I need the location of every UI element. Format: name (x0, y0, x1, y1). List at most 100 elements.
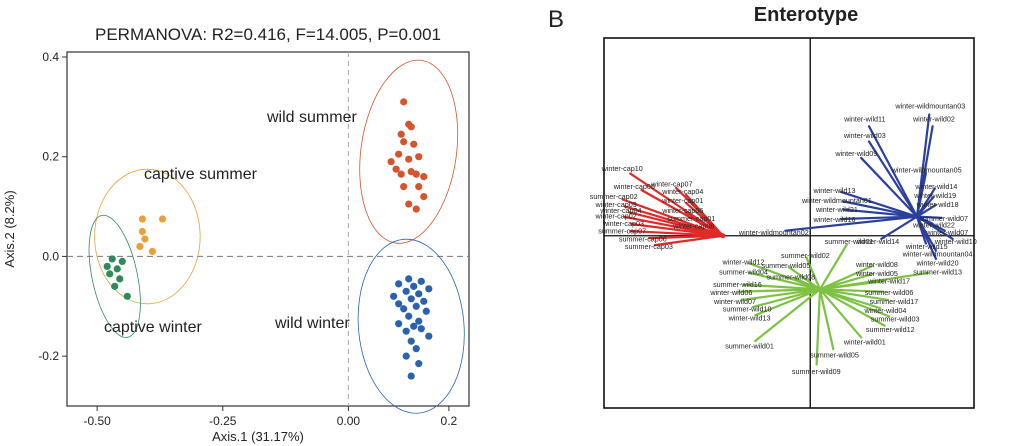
sample-label: winter-wild04 (863, 306, 906, 315)
spoke-blue (915, 215, 943, 219)
sample-label: summer-cap01 (667, 214, 715, 223)
centroid-blue (914, 214, 920, 220)
point-wild-winter (415, 317, 423, 325)
panel-a-y-axis-label: Axis.2 (8.2%) (2, 190, 17, 267)
point-wild-winter (402, 352, 410, 360)
point-captive-summer (136, 242, 144, 251)
point-captive-winter (106, 270, 114, 278)
point-wild-summer (410, 140, 418, 148)
spoke-green (740, 288, 822, 302)
sample-label: winter-wild18 (916, 200, 959, 209)
sample-label: winter-wild08 (855, 260, 898, 269)
x-tick-label: 0.00 (337, 414, 361, 428)
panel-b-plot-frame (603, 37, 975, 409)
panel-b-spokes (621, 113, 954, 366)
spoke-blue (842, 208, 919, 218)
point-wild-summer (392, 165, 400, 173)
point-captive-winter (116, 275, 124, 283)
spoke-blue (915, 195, 935, 218)
point-captive-summer (158, 215, 167, 223)
sample-label: winter-cap09 (595, 200, 637, 209)
panel-a-title: PERMANOVA: R2=0.416, F=14.005, P=0.001 (95, 25, 441, 44)
point-wild-winter (425, 285, 433, 293)
point-wild-winter (425, 332, 433, 340)
spoke-green (815, 288, 822, 366)
sample-label: winter-wildmountan05 (891, 165, 962, 174)
sample-label: summer-wild17 (870, 297, 919, 306)
sample-label: winter-wild06 (709, 288, 752, 297)
spoke-green (805, 256, 822, 291)
sample-label: winter-wild10 (934, 237, 977, 246)
sample-label: winter-cap04 (661, 187, 703, 196)
spoke-red (684, 201, 724, 237)
point-captive-winter (123, 292, 131, 300)
point-captive-winter (108, 255, 116, 263)
point-wild-winter (422, 307, 430, 315)
sample-label: summer-wild06 (865, 288, 914, 297)
point-wild-winter (395, 280, 403, 288)
label-captive-summer: captive summer (144, 166, 258, 183)
sample-label: winter-cap01 (661, 196, 703, 205)
spoke-red (648, 234, 724, 240)
sample-label: winter-cap05 (613, 182, 655, 191)
panel-b-title: Enterotype (754, 4, 858, 26)
spoke-red (629, 229, 724, 237)
point-captive-summer (148, 247, 157, 256)
label-wild-summer: wild summer (266, 109, 357, 126)
point-captive-summer (141, 235, 149, 243)
point-wild-winter (402, 327, 410, 335)
sample-label: summer-wild01 (825, 237, 874, 246)
point-wild-winter (407, 337, 415, 345)
label-captive-winter: captive winter (104, 319, 202, 336)
spoke-green (751, 288, 822, 309)
spoke-green (818, 288, 890, 302)
panel-a-reference-lines (67, 52, 469, 406)
label-wild-winter: wild winter (274, 315, 350, 332)
sample-label: winter-wild13 (813, 186, 856, 195)
spoke-blue (842, 200, 919, 218)
sample-label: summer-wild07 (919, 214, 968, 223)
point-wild-summer (415, 183, 423, 191)
point-wild-summer (400, 183, 408, 191)
spoke-green (748, 271, 822, 291)
y-tick-label: 0.4 (42, 50, 59, 64)
point-wild-winter (420, 297, 428, 305)
point-wild-winter (405, 275, 413, 283)
ellipse-wild-winter (357, 238, 465, 414)
panel-a-plot-frame (66, 51, 470, 407)
sample-label: winter-wild05 (855, 269, 898, 278)
spoke-green (818, 272, 874, 291)
y-tick-label: 0.0 (42, 249, 59, 263)
point-wild-winter (415, 360, 423, 368)
point-wild-summer (397, 170, 405, 178)
point-wild-winter (417, 325, 425, 333)
sample-label: winter-wild20 (916, 259, 959, 268)
spoke-green (818, 288, 891, 318)
spoke-green (737, 288, 822, 293)
spoke-blue (839, 190, 919, 218)
sample-label: winter-wild02 (912, 114, 955, 123)
sample-label: winter-wild11 (843, 114, 885, 123)
sample-label: summer-wild05 (762, 261, 811, 270)
ellipse-captive-summer (94, 168, 201, 305)
sample-label: winter-wild17 (867, 276, 910, 285)
point-wild-summer (400, 98, 408, 106)
sample-label: winter-wild07 (713, 297, 756, 306)
spoke-red (653, 234, 724, 247)
panel-a-pcoa: PERMANOVA: R2=0.416, F=14.005, P=0.001 -… (2, 25, 470, 444)
point-wild-winter (405, 312, 413, 320)
point-wild-summer (420, 173, 428, 181)
panel-a-x-axis-label: Axis.1 (31.17%) (212, 429, 304, 444)
sample-label: winter-wildmountan02 (738, 228, 809, 237)
panel-a-x-ticks: -0.50 -0.25 0.00 0.2 (83, 406, 458, 428)
sample-label: winter-wild16 (813, 215, 856, 224)
point-wild-summer (412, 205, 420, 213)
sample-label: winter-wild14 (856, 237, 899, 246)
point-wild-winter (410, 282, 418, 290)
point-wild-winter (390, 292, 398, 300)
point-captive-winter (103, 262, 111, 270)
sample-label: summer-wild16 (713, 280, 762, 289)
spoke-blue (784, 215, 919, 232)
